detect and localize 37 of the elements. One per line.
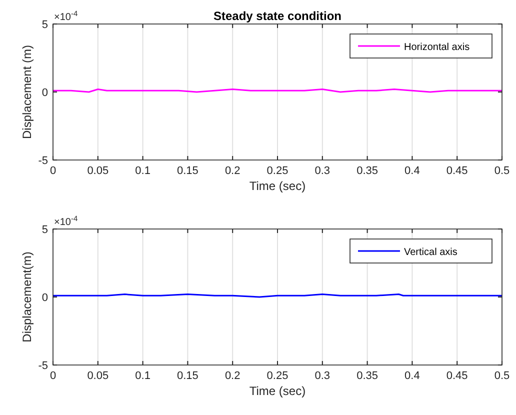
y-tick-label: -5 xyxy=(38,360,48,372)
y-tick-label: 5 xyxy=(42,19,48,31)
y-axis-title: Displacement (m) xyxy=(20,44,34,140)
x-tick-label: 0 xyxy=(50,370,56,382)
x-tick-label: 0.3 xyxy=(314,165,330,177)
x-tick-label: 0.15 xyxy=(176,165,198,177)
text: ×10$^{-4}$ xyxy=(54,8,78,23)
y-tick-label: -5 xyxy=(38,155,48,167)
y-axis-title: Displacement(m) xyxy=(20,252,34,342)
x-tick-label: 0.3 xyxy=(314,370,330,382)
x-tick-label: 0.5 xyxy=(494,370,510,382)
x-tick-label: 0.5 xyxy=(494,165,510,177)
x-axis-title: Time (sec) xyxy=(249,384,306,398)
x-tick-label: 0.25 xyxy=(266,165,288,177)
x-tick-label: 0.25 xyxy=(266,370,288,382)
x-tick-label: 0.1 xyxy=(135,165,150,177)
x-tick-label: 0.4 xyxy=(404,165,420,177)
y-tick-label: 0 xyxy=(42,292,48,304)
x-tick-label: 0.2 xyxy=(224,165,240,177)
chart-title: Steady state condition xyxy=(213,9,342,23)
x-tick-label: 0.45 xyxy=(446,165,468,177)
x-axis-title: Time (sec) xyxy=(249,179,306,193)
y-tick-label: 5 xyxy=(42,224,48,236)
x-tick-label: 0 xyxy=(50,165,56,177)
y-tick-label: 0 xyxy=(42,87,48,99)
x-tick-label: 0.35 xyxy=(356,370,378,382)
x-tick-label: 0.45 xyxy=(446,370,468,382)
text: ×10$^{-4}$ xyxy=(54,214,78,228)
legend-label: Horizontal axis xyxy=(404,42,470,53)
x-tick-label: 0.05 xyxy=(87,370,109,382)
x-tick-label: 0.15 xyxy=(176,370,198,382)
x-tick-label: 0.4 xyxy=(404,370,420,382)
x-tick-label: 0.1 xyxy=(135,370,150,382)
x-tick-label: 0.35 xyxy=(356,165,378,177)
x-tick-label: 0.05 xyxy=(87,165,109,177)
x-tick-label: 0.2 xyxy=(224,370,240,382)
legend-label: Vertical axis xyxy=(404,247,458,258)
